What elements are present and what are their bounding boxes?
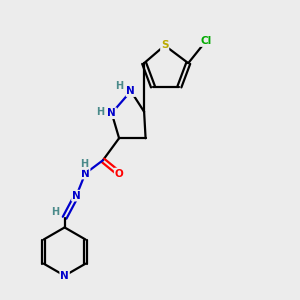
Text: N: N (107, 108, 116, 118)
Text: N: N (81, 169, 90, 178)
Text: H: H (80, 159, 88, 169)
Text: H: H (116, 81, 124, 91)
Text: N: N (60, 271, 69, 281)
Text: N: N (127, 86, 135, 96)
Text: N: N (72, 190, 81, 201)
Text: Cl: Cl (200, 36, 211, 46)
Text: S: S (161, 40, 169, 50)
Text: H: H (97, 107, 105, 117)
Text: O: O (115, 169, 124, 178)
Text: H: H (51, 207, 59, 217)
